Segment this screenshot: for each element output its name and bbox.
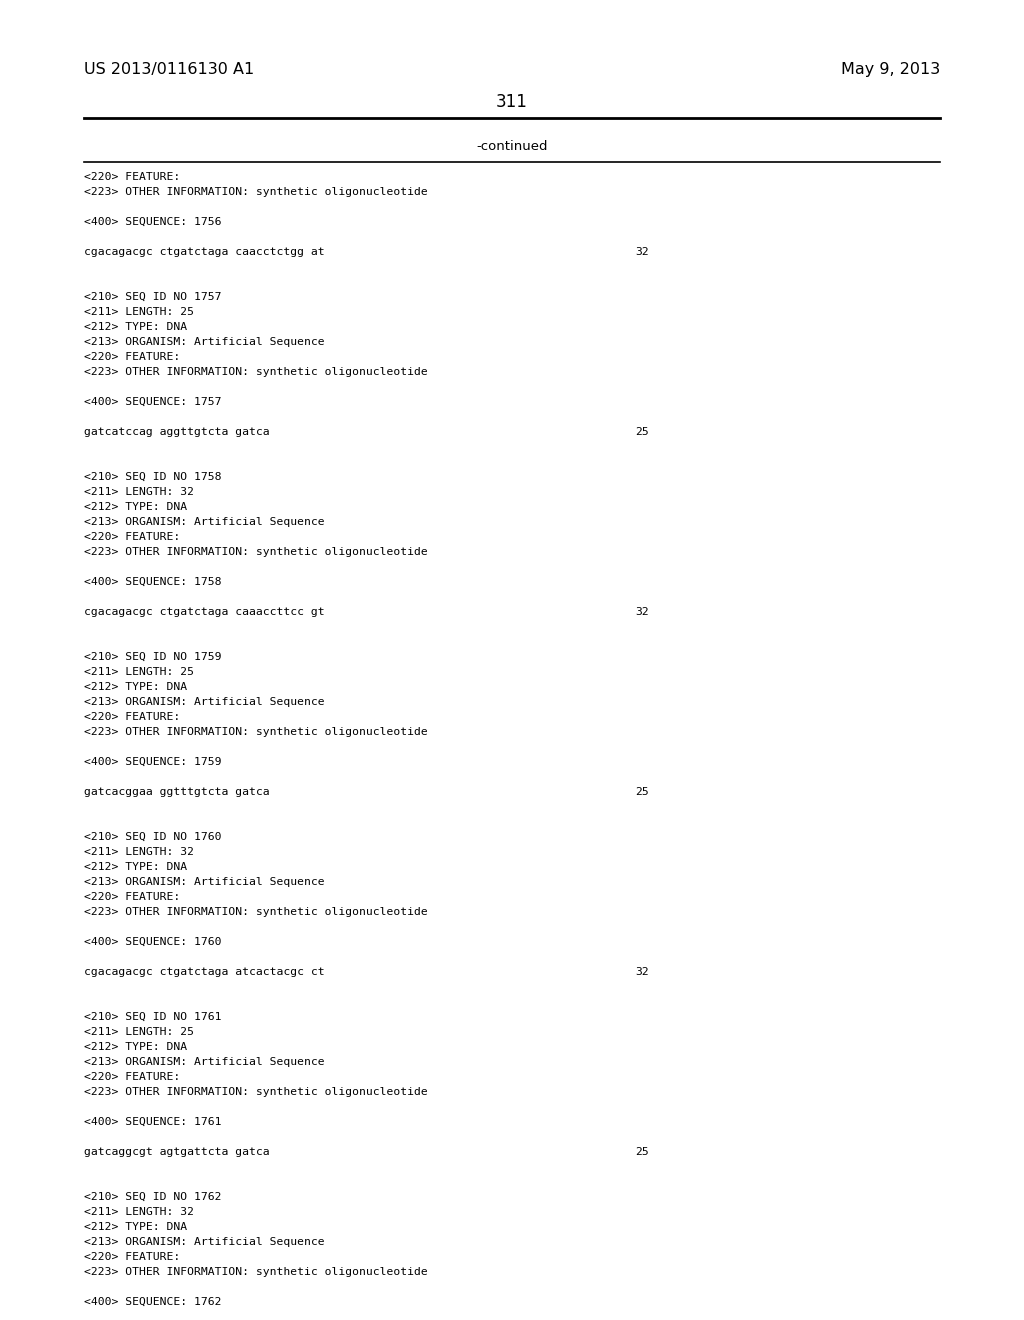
Text: <220> FEATURE:: <220> FEATURE:: [84, 1251, 180, 1262]
Text: <223> OTHER INFORMATION: synthetic oligonucleotide: <223> OTHER INFORMATION: synthetic oligo…: [84, 727, 428, 737]
Text: <212> TYPE: DNA: <212> TYPE: DNA: [84, 862, 187, 873]
Text: 32: 32: [635, 607, 649, 616]
Text: <210> SEQ ID NO 1758: <210> SEQ ID NO 1758: [84, 473, 221, 482]
Text: <400> SEQUENCE: 1761: <400> SEQUENCE: 1761: [84, 1117, 221, 1127]
Text: <211> LENGTH: 25: <211> LENGTH: 25: [84, 308, 194, 317]
Text: cgacagacgc ctgatctaga atcactacgc ct: cgacagacgc ctgatctaga atcactacgc ct: [84, 968, 325, 977]
Text: <210> SEQ ID NO 1757: <210> SEQ ID NO 1757: [84, 292, 221, 302]
Text: <220> FEATURE:: <220> FEATURE:: [84, 352, 180, 362]
Text: <211> LENGTH: 25: <211> LENGTH: 25: [84, 1027, 194, 1038]
Text: <213> ORGANISM: Artificial Sequence: <213> ORGANISM: Artificial Sequence: [84, 517, 325, 527]
Text: <223> OTHER INFORMATION: synthetic oligonucleotide: <223> OTHER INFORMATION: synthetic oligo…: [84, 546, 428, 557]
Text: gatcacggaa ggtttgtcta gatca: gatcacggaa ggtttgtcta gatca: [84, 787, 269, 797]
Text: <213> ORGANISM: Artificial Sequence: <213> ORGANISM: Artificial Sequence: [84, 697, 325, 708]
Text: <400> SEQUENCE: 1757: <400> SEQUENCE: 1757: [84, 397, 221, 407]
Text: <213> ORGANISM: Artificial Sequence: <213> ORGANISM: Artificial Sequence: [84, 876, 325, 887]
Text: 311: 311: [496, 92, 528, 111]
Text: May 9, 2013: May 9, 2013: [841, 62, 940, 77]
Text: <400> SEQUENCE: 1762: <400> SEQUENCE: 1762: [84, 1298, 221, 1307]
Text: <210> SEQ ID NO 1762: <210> SEQ ID NO 1762: [84, 1192, 221, 1203]
Text: cgacagacgc ctgatctaga caacctctgg at: cgacagacgc ctgatctaga caacctctgg at: [84, 247, 325, 257]
Text: <212> TYPE: DNA: <212> TYPE: DNA: [84, 322, 187, 333]
Text: cgacagacgc ctgatctaga caaaccttcc gt: cgacagacgc ctgatctaga caaaccttcc gt: [84, 607, 325, 616]
Text: <211> LENGTH: 32: <211> LENGTH: 32: [84, 847, 194, 857]
Text: <213> ORGANISM: Artificial Sequence: <213> ORGANISM: Artificial Sequence: [84, 1237, 325, 1247]
Text: gatcatccag aggttgtcta gatca: gatcatccag aggttgtcta gatca: [84, 426, 269, 437]
Text: <212> TYPE: DNA: <212> TYPE: DNA: [84, 502, 187, 512]
Text: <223> OTHER INFORMATION: synthetic oligonucleotide: <223> OTHER INFORMATION: synthetic oligo…: [84, 907, 428, 917]
Text: <220> FEATURE:: <220> FEATURE:: [84, 532, 180, 543]
Text: <213> ORGANISM: Artificial Sequence: <213> ORGANISM: Artificial Sequence: [84, 1057, 325, 1067]
Text: <212> TYPE: DNA: <212> TYPE: DNA: [84, 1041, 187, 1052]
Text: <210> SEQ ID NO 1759: <210> SEQ ID NO 1759: [84, 652, 221, 663]
Text: 32: 32: [635, 247, 649, 257]
Text: <213> ORGANISM: Artificial Sequence: <213> ORGANISM: Artificial Sequence: [84, 337, 325, 347]
Text: gatcaggcgt agtgattcta gatca: gatcaggcgt agtgattcta gatca: [84, 1147, 269, 1158]
Text: <220> FEATURE:: <220> FEATURE:: [84, 711, 180, 722]
Text: <211> LENGTH: 25: <211> LENGTH: 25: [84, 667, 194, 677]
Text: <223> OTHER INFORMATION: synthetic oligonucleotide: <223> OTHER INFORMATION: synthetic oligo…: [84, 1086, 428, 1097]
Text: <210> SEQ ID NO 1760: <210> SEQ ID NO 1760: [84, 832, 221, 842]
Text: <211> LENGTH: 32: <211> LENGTH: 32: [84, 1206, 194, 1217]
Text: <400> SEQUENCE: 1760: <400> SEQUENCE: 1760: [84, 937, 221, 946]
Text: <223> OTHER INFORMATION: synthetic oligonucleotide: <223> OTHER INFORMATION: synthetic oligo…: [84, 367, 428, 378]
Text: -continued: -continued: [476, 140, 548, 153]
Text: <400> SEQUENCE: 1759: <400> SEQUENCE: 1759: [84, 756, 221, 767]
Text: <400> SEQUENCE: 1756: <400> SEQUENCE: 1756: [84, 216, 221, 227]
Text: <220> FEATURE:: <220> FEATURE:: [84, 892, 180, 902]
Text: <223> OTHER INFORMATION: synthetic oligonucleotide: <223> OTHER INFORMATION: synthetic oligo…: [84, 1267, 428, 1276]
Text: 25: 25: [635, 1147, 649, 1158]
Text: 25: 25: [635, 426, 649, 437]
Text: <210> SEQ ID NO 1761: <210> SEQ ID NO 1761: [84, 1012, 221, 1022]
Text: <211> LENGTH: 32: <211> LENGTH: 32: [84, 487, 194, 498]
Text: <223> OTHER INFORMATION: synthetic oligonucleotide: <223> OTHER INFORMATION: synthetic oligo…: [84, 187, 428, 197]
Text: 25: 25: [635, 787, 649, 797]
Text: 32: 32: [635, 968, 649, 977]
Text: <400> SEQUENCE: 1758: <400> SEQUENCE: 1758: [84, 577, 221, 587]
Text: <212> TYPE: DNA: <212> TYPE: DNA: [84, 1222, 187, 1232]
Text: US 2013/0116130 A1: US 2013/0116130 A1: [84, 62, 254, 77]
Text: <220> FEATURE:: <220> FEATURE:: [84, 172, 180, 182]
Text: <220> FEATURE:: <220> FEATURE:: [84, 1072, 180, 1082]
Text: <212> TYPE: DNA: <212> TYPE: DNA: [84, 682, 187, 692]
